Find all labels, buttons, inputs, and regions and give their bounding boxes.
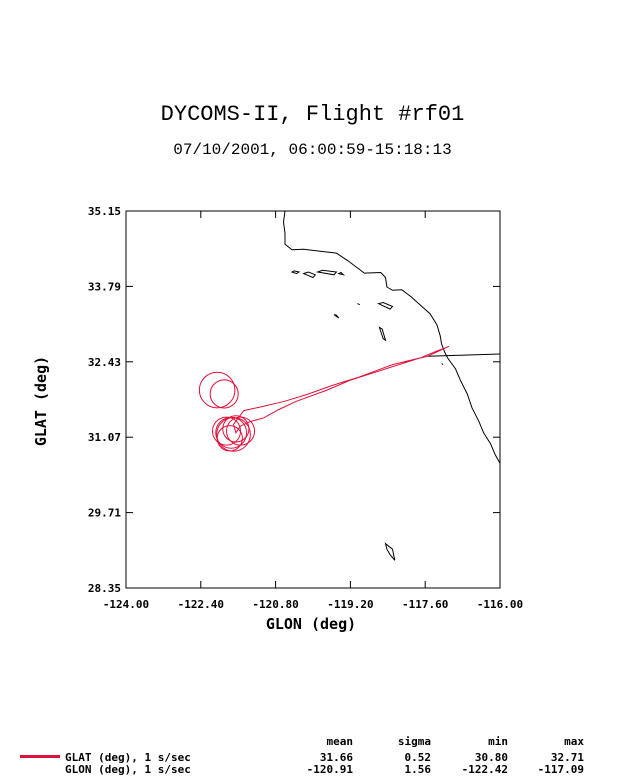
x-tick-label: -120.80 bbox=[252, 598, 298, 611]
island bbox=[337, 271, 346, 276]
island bbox=[377, 301, 394, 310]
x-tick-label: -117.60 bbox=[402, 598, 448, 611]
y-tick-label: 31.07 bbox=[88, 431, 121, 444]
x-tick-label: -124.00 bbox=[103, 598, 149, 611]
island bbox=[357, 303, 361, 306]
island bbox=[333, 314, 340, 319]
y-tick-label: 32.43 bbox=[88, 356, 121, 369]
y-axis-title: GLAT (deg) bbox=[32, 356, 50, 446]
stats-row-glon: GLON (deg), 1 s/sec -120.91 1.56 -122.42… bbox=[0, 763, 625, 776]
x-axis: -124.00 -122.40 -120.80 -119.20 -117.60 -116.… bbox=[103, 211, 523, 611]
flight-loop bbox=[216, 425, 243, 452]
x-tick-label: -119.20 bbox=[327, 598, 373, 611]
border-line bbox=[427, 353, 501, 357]
plot-frame bbox=[125, 210, 501, 589]
stats-row-label: GLON (deg), 1 s/sec bbox=[65, 763, 191, 776]
y-tick-label: 29.71 bbox=[88, 507, 121, 520]
stats-header-min: min bbox=[488, 735, 508, 748]
stats-header-sigma: sigma bbox=[397, 735, 431, 748]
coastline bbox=[282, 210, 501, 464]
stats-value: 1.56 bbox=[404, 763, 432, 776]
legend-swatch bbox=[20, 755, 60, 758]
flight-loop bbox=[198, 371, 236, 409]
flight-loop bbox=[215, 416, 248, 449]
flight-loop bbox=[209, 379, 239, 409]
chart-subtitle: 07/10/2001, 06:00:59-15:18:13 bbox=[173, 141, 452, 159]
coastline-layer bbox=[282, 210, 501, 561]
stats-value: 0.52 bbox=[404, 751, 432, 764]
stats-value: -122.42 bbox=[461, 763, 508, 776]
stats-header-row: mean sigma min max bbox=[0, 735, 625, 748]
island bbox=[315, 269, 338, 276]
stats-value: 30.80 bbox=[474, 751, 508, 764]
x-axis-title: GLON (deg) bbox=[266, 615, 356, 633]
stats-value: -117.09 bbox=[537, 763, 584, 776]
stats-value: -120.91 bbox=[306, 763, 353, 776]
stats-header-mean: mean bbox=[326, 735, 354, 748]
stats-legend: mean sigma min max GLAT (deg), 1 s/sec 3… bbox=[0, 735, 625, 780]
y-axis: 28.35 29.71 31.07 32.43 33.79 35.15 bbox=[88, 205, 500, 595]
y-tick-label: 35.15 bbox=[88, 205, 121, 218]
chart-title: DYCOMS-II, Flight #rf01 bbox=[160, 102, 465, 127]
stats-value: 31.66 bbox=[319, 751, 353, 764]
x-tick-label: -122.40 bbox=[178, 598, 224, 611]
flight-loop bbox=[222, 415, 250, 443]
stats-header-max: max bbox=[564, 735, 584, 748]
y-tick-label: 33.79 bbox=[88, 280, 121, 293]
flight-loop bbox=[216, 417, 251, 452]
island bbox=[441, 363, 444, 365]
x-tick-label: -116.00 bbox=[477, 598, 523, 611]
flight-track bbox=[232, 345, 450, 434]
chart-plot: -124.00 -122.40 -120.80 -119.20 -117.60 -116.… bbox=[32, 205, 523, 633]
island bbox=[290, 270, 301, 275]
y-tick-label: 28.35 bbox=[88, 582, 121, 595]
flight-track-layer bbox=[198, 345, 450, 452]
island bbox=[384, 542, 396, 561]
stats-row-glat: GLAT (deg), 1 s/sec 31.66 0.52 30.80 32.… bbox=[0, 751, 625, 764]
island bbox=[378, 326, 387, 342]
stats-row-label: GLAT (deg), 1 s/sec bbox=[65, 751, 191, 764]
stats-value: 32.71 bbox=[550, 751, 584, 764]
island bbox=[302, 271, 317, 279]
